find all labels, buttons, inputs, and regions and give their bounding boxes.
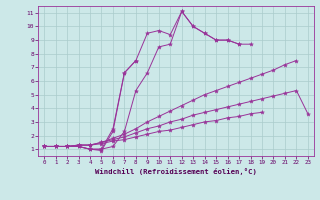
X-axis label: Windchill (Refroidissement éolien,°C): Windchill (Refroidissement éolien,°C) (95, 168, 257, 175)
